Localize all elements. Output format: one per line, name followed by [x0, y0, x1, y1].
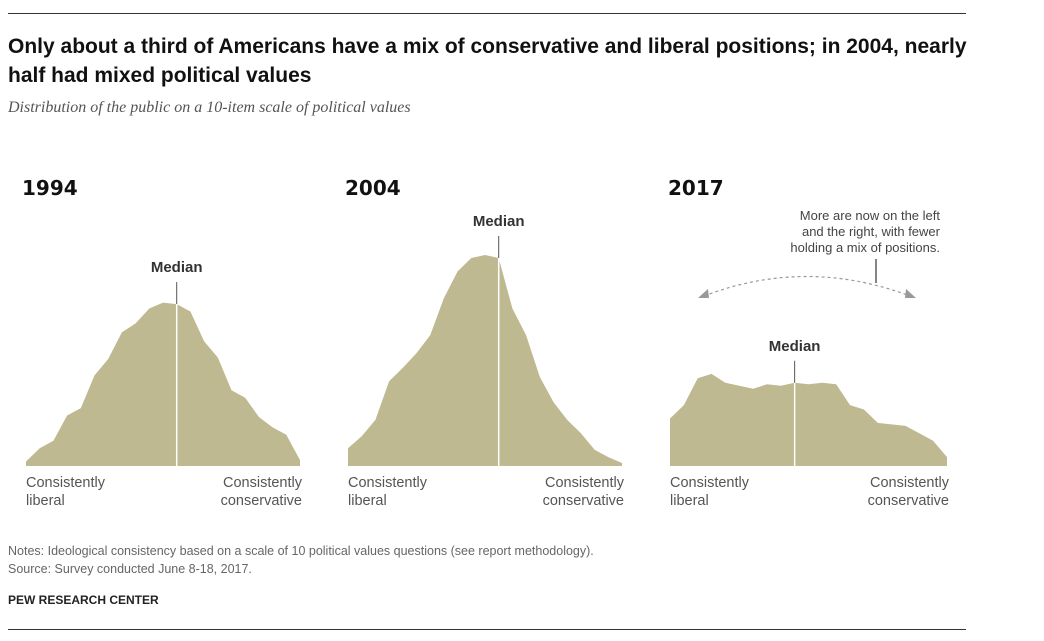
- area-2004: [348, 255, 622, 466]
- right-label-line1: Consistently: [545, 475, 625, 491]
- annotation-line-2: and the right, with fewer: [802, 224, 941, 239]
- left-label-line2: liberal: [26, 493, 65, 509]
- annotation-line-1: More are now on the left: [800, 208, 941, 223]
- panel-title-2004: 2004: [345, 176, 401, 200]
- right-label-line1: Consistently: [870, 475, 950, 491]
- bottom-rule: [8, 629, 966, 630]
- charts-svg: 1994 Median Consistently liberal Consistentl…: [22, 176, 950, 509]
- median-label-2017: Median: [769, 338, 821, 355]
- annotation-line-3: holding a mix of positions.: [790, 240, 940, 255]
- arrowhead-right: [905, 289, 916, 298]
- chart-subtitle: Distribution of the public on a 10-item …: [8, 99, 411, 116]
- left-label-line1: Consistently: [348, 475, 428, 491]
- right-label-line2: conservative: [868, 493, 949, 509]
- top-rule: [8, 13, 966, 14]
- source-text: Source: Survey conducted June 8-18, 2017…: [8, 562, 252, 576]
- panel-title-1994: 1994: [22, 176, 78, 200]
- left-label-line1: Consistently: [670, 475, 750, 491]
- credit-text: PEW RESEARCH CENTER: [8, 593, 159, 607]
- median-label-2004: Median: [473, 213, 525, 230]
- chart-title: Only about a third of Americans have a m…: [8, 35, 967, 87]
- left-label-line1: Consistently: [26, 475, 106, 491]
- panel-title-2017: 2017: [668, 176, 724, 200]
- area-2017: [670, 373, 947, 466]
- median-label-1994: Median: [151, 259, 203, 276]
- area-1994: [26, 302, 300, 466]
- right-label-line2: conservative: [543, 493, 624, 509]
- notes-block: Notes: Ideological consistency based on …: [8, 542, 594, 578]
- notes-text: Notes: Ideological consistency based on …: [8, 544, 594, 558]
- double-arrow-curve: [703, 275, 911, 297]
- right-label-line1: Consistently: [223, 475, 303, 491]
- right-label-line2: conservative: [221, 493, 302, 509]
- left-label-line2: liberal: [348, 493, 387, 509]
- left-label-line2: liberal: [670, 493, 709, 509]
- arrowhead-left: [698, 289, 709, 298]
